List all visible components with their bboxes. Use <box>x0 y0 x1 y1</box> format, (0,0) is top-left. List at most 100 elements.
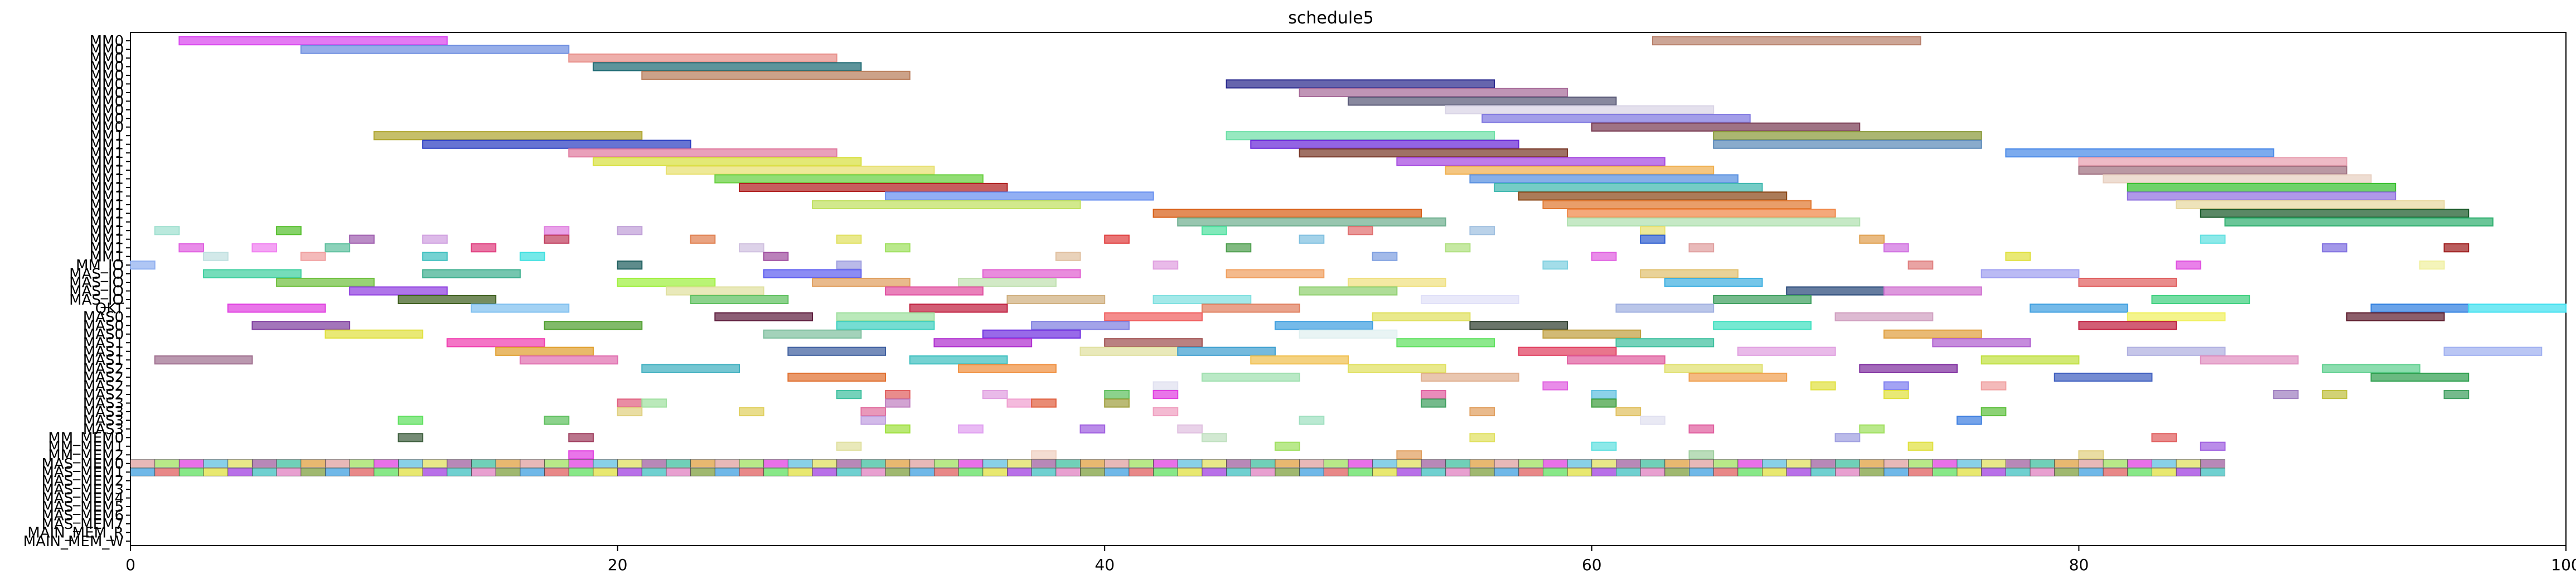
task-bar <box>1421 389 1446 399</box>
task-bar <box>1421 398 1446 408</box>
task-bar <box>519 355 618 365</box>
task-bar <box>568 53 837 63</box>
y-tick-label: MM1 <box>90 180 124 196</box>
y-tick-label: MM1 <box>90 232 124 248</box>
memory-slot-bar <box>1494 459 1519 468</box>
task-bar <box>1542 381 1568 391</box>
task-bar <box>1201 433 1227 442</box>
task-bar <box>276 277 375 287</box>
memory-slot-bar <box>1372 467 1397 476</box>
memory-slot-bar <box>398 459 423 468</box>
y-tick-label: MAS2 <box>83 378 124 395</box>
task-bar <box>349 234 375 244</box>
memory-slot-bar <box>203 467 229 476</box>
memory-slot-bar <box>1104 467 1130 476</box>
memory-slot-bar <box>1250 459 1276 468</box>
task-bar <box>1226 79 1495 89</box>
task-bar <box>641 364 740 373</box>
task-bar <box>1469 407 1495 417</box>
task-bar <box>1226 131 1495 141</box>
task-bar <box>1201 226 1227 235</box>
task-bar <box>1299 234 1325 244</box>
task-bar <box>276 226 302 235</box>
memory-slot-bar <box>714 459 740 468</box>
task-bar <box>885 191 1154 201</box>
y-tick-label: MM1 <box>90 128 124 144</box>
task-bar <box>909 303 1008 313</box>
task-bar <box>325 329 424 339</box>
memory-slot-bar <box>1615 459 1641 468</box>
memory-slot-bar <box>1396 467 1422 476</box>
memory-slot-bar <box>617 459 642 468</box>
memory-slot-bar <box>982 459 1008 468</box>
memory-slot-bar <box>568 467 594 476</box>
y-tick-label: MAIN_MEM_R <box>27 524 124 541</box>
task-bar <box>1713 139 1982 149</box>
memory-slot-bar <box>1153 459 1178 468</box>
task-bar <box>1883 329 1982 339</box>
memory-slot-bar <box>325 459 350 468</box>
y-tick-label: MM_MEM0 <box>48 430 124 446</box>
task-bar <box>1481 114 1751 123</box>
memory-slot-bar <box>1396 459 1422 468</box>
memory-slot-bar <box>1348 467 1373 476</box>
task-bar <box>1031 321 1130 330</box>
memory-slot-bar <box>422 467 448 476</box>
task-bar <box>982 329 1081 339</box>
task-bar <box>544 226 570 235</box>
y-tick-label: MAS3 <box>83 421 124 438</box>
memory-slot-bar <box>2103 459 2128 468</box>
task-bar <box>787 346 887 356</box>
y-tick-label: MAS3 <box>83 396 124 412</box>
task-bar <box>714 174 984 184</box>
memory-slot-bar <box>1835 459 1860 468</box>
task-bar <box>154 226 180 235</box>
memory-slot-bar <box>2103 467 2128 476</box>
memory-slot-bar <box>422 459 448 468</box>
memory-slot-bar <box>2151 459 2177 468</box>
memory-slot-bar <box>1055 467 1081 476</box>
y-tick-label: MM_MEM1 <box>48 438 124 455</box>
task-bar <box>1274 441 1300 451</box>
task-bar <box>2078 157 2347 166</box>
memory-slot-bar <box>1737 459 1763 468</box>
task-bar <box>1957 416 1982 425</box>
memory-slot-bar <box>690 467 715 476</box>
task-bar <box>1688 450 1715 460</box>
x-tick-label: 20 <box>608 556 628 574</box>
task-bar <box>1567 209 1836 218</box>
y-tick-label: MM1 <box>90 223 124 239</box>
task-bar <box>836 234 862 244</box>
memory-slot-bar <box>2176 459 2201 468</box>
memory-slot-bar <box>1786 467 1812 476</box>
task-bar <box>2127 182 2396 192</box>
task-bar <box>1153 261 1179 270</box>
task-bar <box>227 303 326 313</box>
memory-slot-bar <box>2054 467 2079 476</box>
memory-slot-bar <box>2078 459 2104 468</box>
memory-slot-bar <box>1348 459 1373 468</box>
task-bar <box>885 424 911 434</box>
memory-slot-bar <box>1859 459 1885 468</box>
task-bar <box>1299 286 1398 296</box>
task-bar <box>1250 355 1349 365</box>
memory-slot-bar <box>1689 467 1714 476</box>
task-bar <box>471 243 497 253</box>
task-bar <box>1445 243 1471 253</box>
task-bar <box>398 416 424 425</box>
task-bar <box>471 303 570 313</box>
task-bar <box>1883 286 1982 296</box>
memory-slot-bar <box>276 459 302 468</box>
memory-slot-bar <box>2054 459 2079 468</box>
task-bar <box>1469 433 1495 442</box>
task-bar <box>544 321 643 330</box>
memory-slot-bar <box>909 467 934 476</box>
task-bar <box>1981 381 2007 391</box>
task-bar <box>1981 355 2080 365</box>
task-bar <box>1469 226 1495 235</box>
memory-slot-bar <box>1202 467 1227 476</box>
task-bar <box>398 433 424 442</box>
memory-slot-bar <box>1908 467 1933 476</box>
task-bar <box>1737 346 1836 356</box>
